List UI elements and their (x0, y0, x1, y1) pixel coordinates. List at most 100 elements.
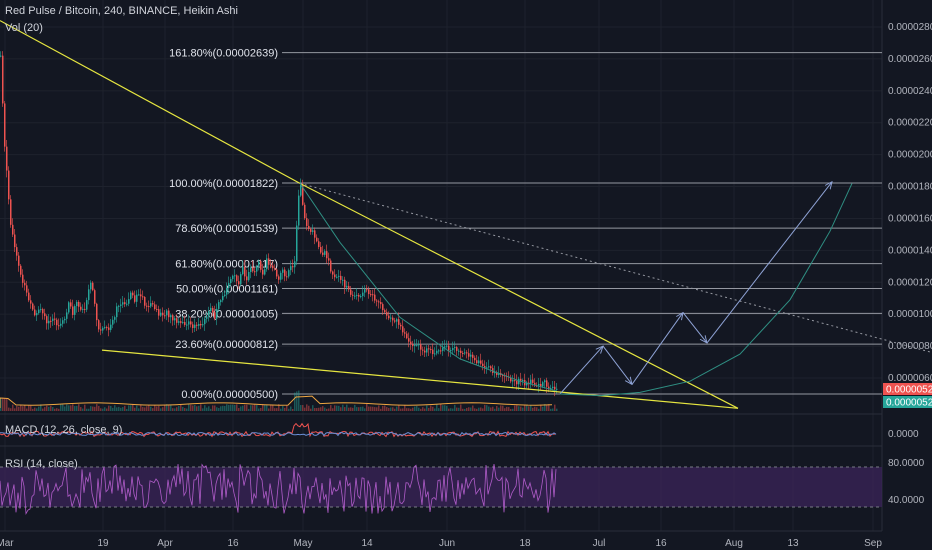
volume-bar (428, 407, 430, 411)
volume-bar (152, 408, 154, 411)
candle-body (56, 319, 58, 326)
candle-body (58, 325, 60, 327)
dotted-extension-line[interactable] (299, 182, 932, 353)
candle-body (42, 309, 44, 314)
volume-bar (202, 408, 204, 411)
candle-body (364, 289, 366, 293)
volume-bar (262, 404, 264, 411)
candle-body (396, 319, 398, 322)
projection-arrow[interactable] (631, 313, 683, 385)
projection-arrow[interactable] (706, 182, 832, 344)
volume-series (0, 390, 558, 411)
volume-bar (160, 408, 162, 411)
projection-arrow[interactable] (682, 312, 707, 343)
volume-bar (258, 408, 260, 411)
candle-body (530, 379, 532, 385)
macd-label[interactable]: MACD (12, 26, close, 9) (5, 424, 123, 436)
candle-body (370, 294, 372, 296)
volume-bar (302, 405, 304, 411)
candle-body (0, 55, 2, 57)
volume-bar (388, 407, 390, 411)
candle-body (306, 218, 308, 226)
volume-bar (194, 405, 196, 411)
candle-body (548, 386, 550, 389)
volume-bar (148, 405, 150, 411)
candle-body (252, 267, 254, 272)
candle-body (346, 285, 348, 288)
panel-separators (0, 0, 883, 532)
price-tick-label: 0.00002400 (888, 86, 932, 97)
volume-bar (46, 405, 48, 411)
volume-bar (298, 390, 300, 411)
time-tick-label: 13 (787, 538, 799, 549)
rsi-tick-label: 80.0000 (888, 458, 925, 469)
rsi-label[interactable]: RSI (14, close) (5, 458, 78, 470)
candle-body (428, 348, 430, 350)
candle-body (554, 386, 556, 390)
volume-bar (188, 404, 190, 411)
volume-bar (124, 405, 126, 411)
price-axis[interactable]: 0.00002800 0.00002600 0.00002400 0.00002200… (888, 22, 932, 506)
volume-bar (222, 405, 224, 411)
volume-bar (510, 408, 512, 411)
price-tick-label: 0.00002600 (888, 54, 932, 65)
candle-body (376, 300, 378, 302)
candle-body (318, 241, 320, 247)
candle-body (278, 276, 280, 280)
candle-body (414, 344, 416, 346)
volume-bar (476, 408, 478, 411)
volume-bar (254, 404, 256, 411)
volume-bar (414, 406, 416, 411)
volume-bar (294, 392, 296, 411)
volume-bar (200, 404, 202, 411)
volume-bar (312, 405, 314, 411)
candle-body (422, 349, 424, 351)
price-tick-label: 0.00000600 (888, 373, 932, 384)
candle-body (380, 302, 382, 305)
projection-drawing[interactable] (299, 182, 853, 397)
volume-bar (364, 408, 366, 411)
candle-body (146, 305, 148, 307)
time-axis[interactable]: Mar 19 Apr 16 May 14 Jun 18 Jul 16 Aug 13 Sep (0, 538, 882, 549)
candle-body (204, 318, 206, 325)
candle-body (220, 300, 222, 303)
candle-body (54, 318, 56, 320)
volume-bar (30, 405, 32, 411)
volume-bar (144, 407, 146, 411)
chart-title: Red Pulse / Bitcoin, 240, BINANCE, Heiki… (5, 5, 238, 17)
candle-body (424, 350, 426, 353)
volume-bar (128, 405, 130, 411)
candle-body (526, 382, 528, 386)
candle-body (374, 294, 376, 301)
volume-bar (410, 408, 412, 411)
fib-level-label: 38.20%(0.00001005) (175, 308, 278, 320)
rsi-series (0, 463, 557, 515)
volume-bar (460, 404, 462, 411)
volume-bar (36, 408, 38, 411)
candle-body (244, 266, 246, 277)
candle-body (80, 306, 82, 310)
volume-bar (272, 404, 274, 411)
volume-label[interactable]: Vol (20) (5, 22, 43, 34)
projection-curve[interactable] (559, 183, 853, 397)
volume-bar (64, 406, 66, 411)
candle-body (120, 304, 122, 306)
candle-body (362, 292, 364, 297)
volume-bar (386, 407, 388, 411)
volume-bar (84, 404, 86, 411)
volume-bar (480, 407, 482, 411)
volume-bar (432, 406, 434, 411)
projection-arrow[interactable] (559, 346, 603, 395)
candle-body (298, 195, 300, 226)
candle-body (284, 269, 286, 277)
volume-bar (492, 406, 494, 411)
volume-bar (266, 404, 268, 411)
time-tick-label: 16 (655, 538, 667, 549)
volume-bar (330, 405, 332, 411)
volume-bar (358, 407, 360, 411)
projection-arrow[interactable] (602, 345, 632, 384)
price-tick-label: 0.00001800 (888, 182, 932, 193)
lower-trendline[interactable] (101, 349, 739, 409)
candle-body (16, 247, 18, 256)
